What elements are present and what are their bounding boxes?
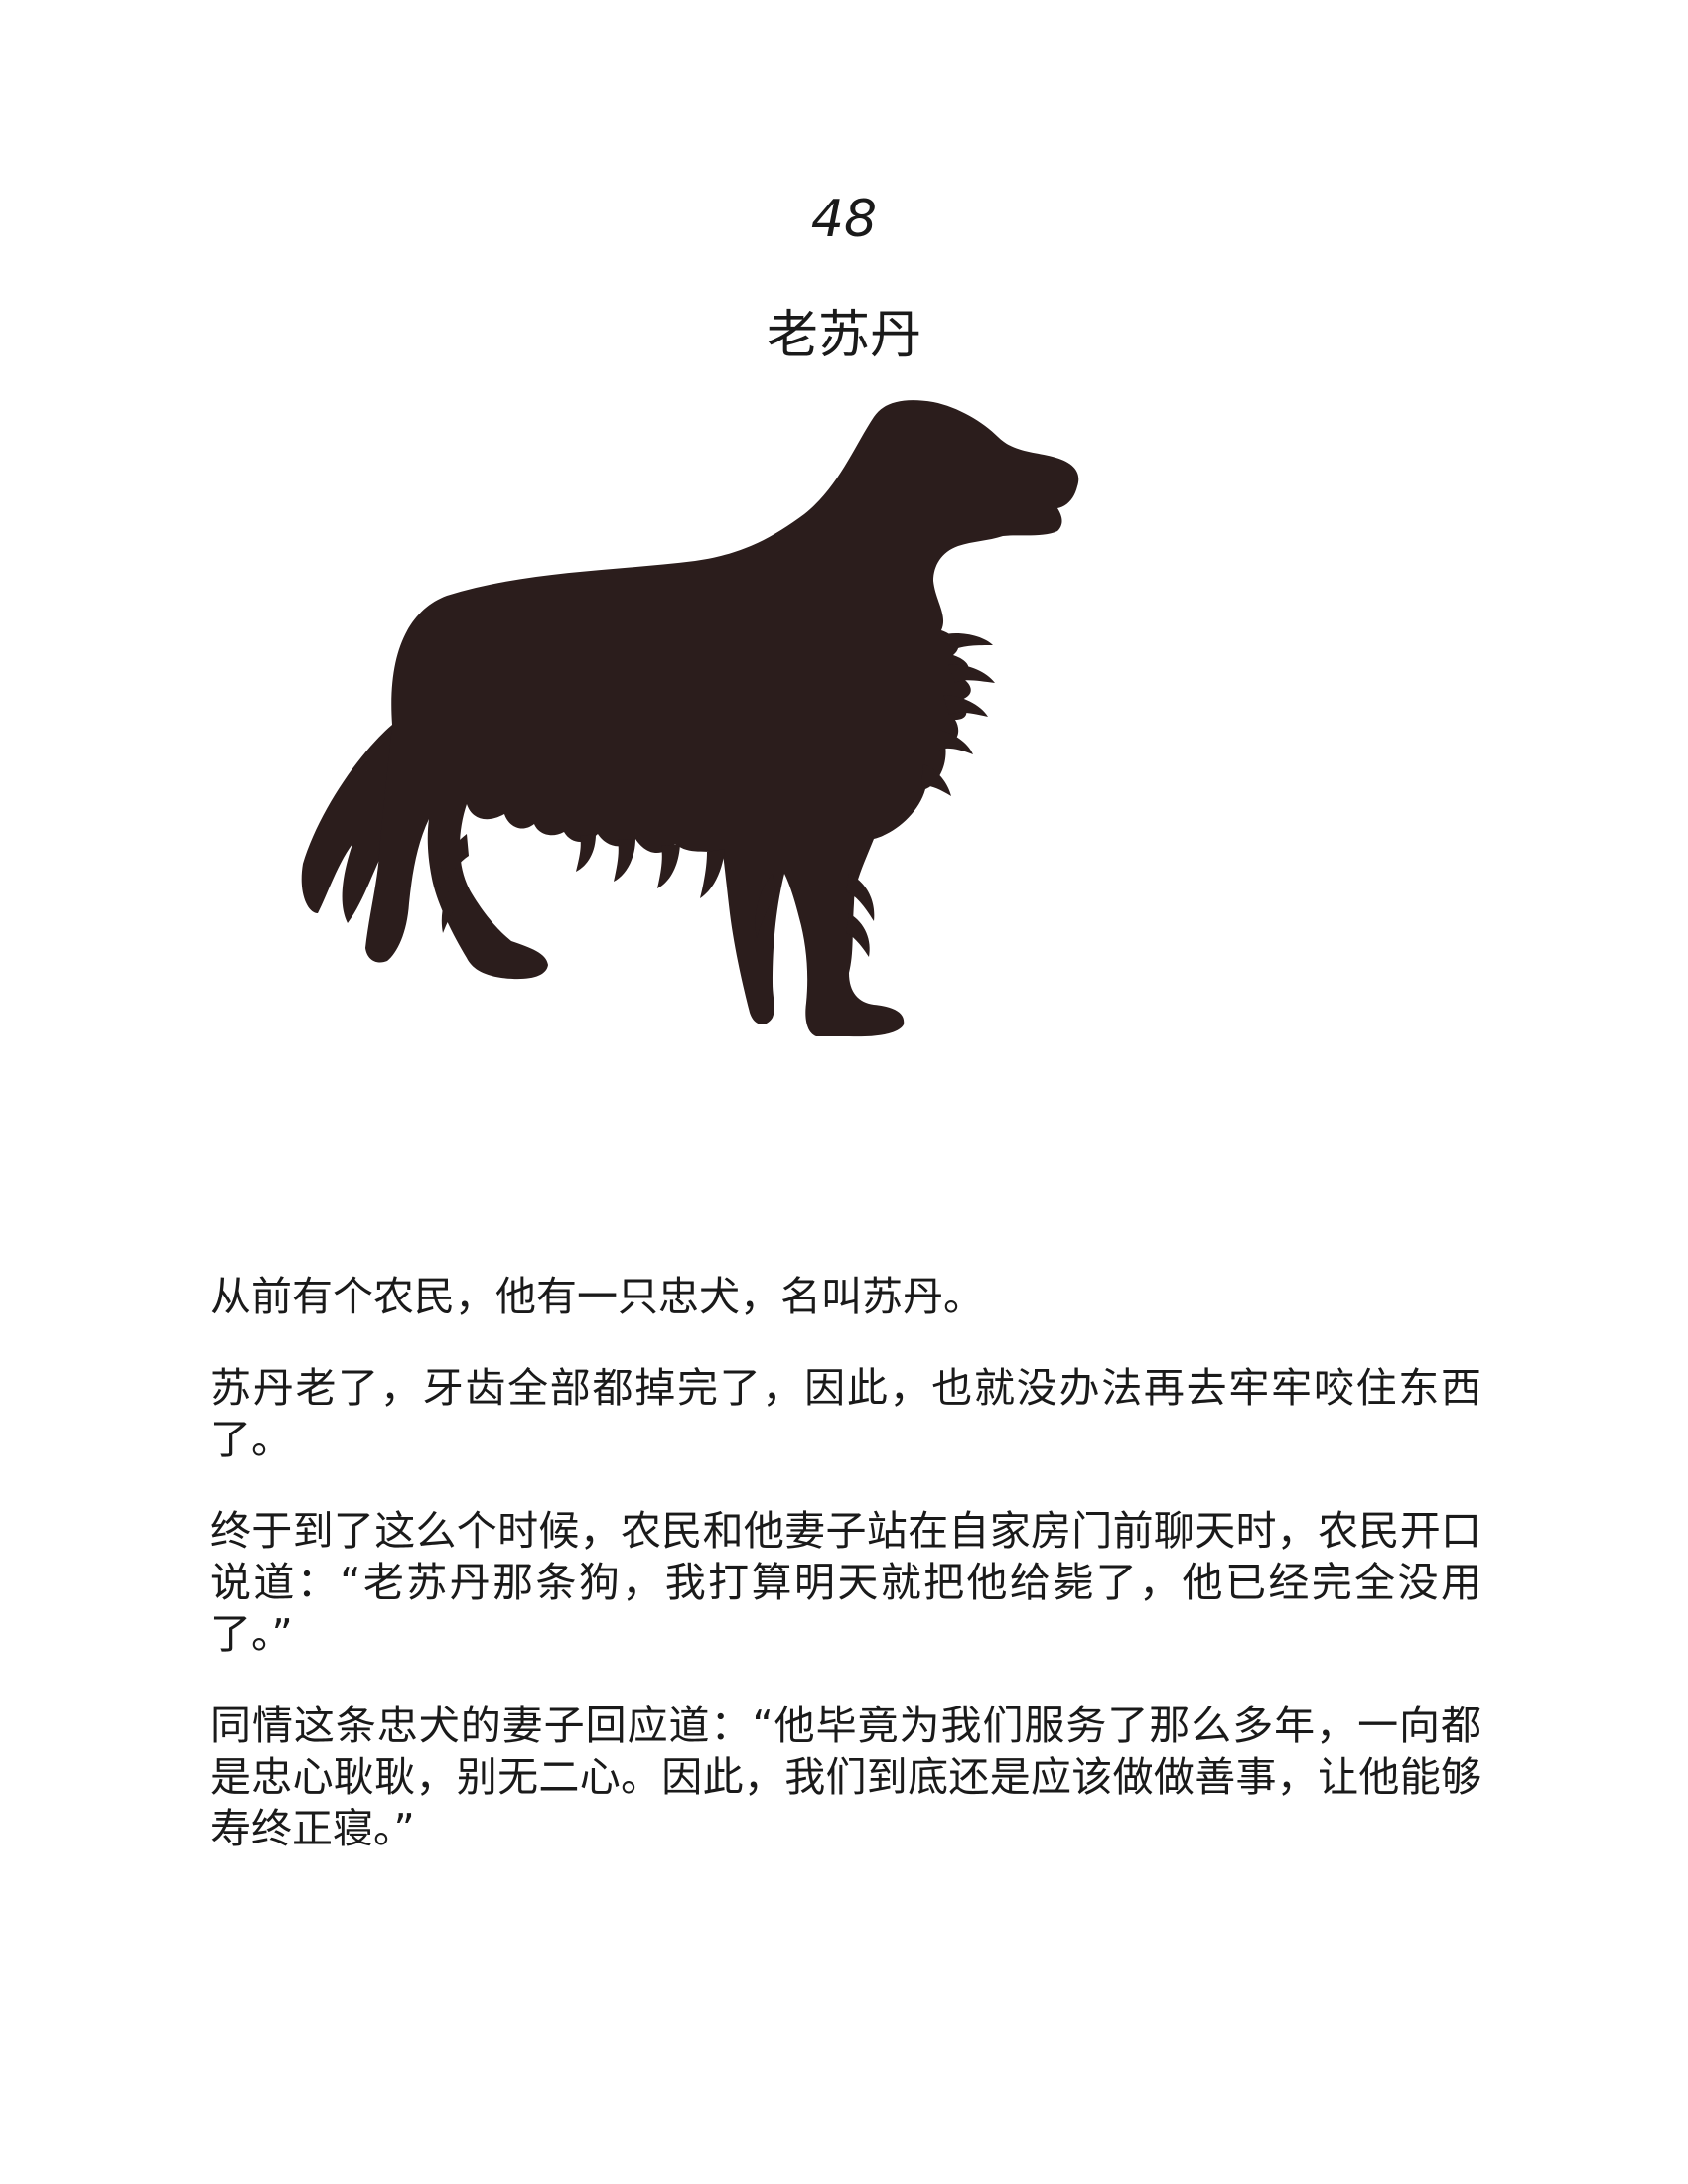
story-paragraph: 同情这条忠犬的妻子回应道：“他毕竟为我们服务了那么多年，一向都是忠心耿耿，别无二… [211,1702,1481,1852]
dog-silhouette-icon [301,400,1079,1037]
story-paragraph: 苏丹老了，牙齿全部都掉完了，因此，也就没办法再去牢牢咬住东西了。 [211,1364,1481,1463]
story-body: 从前有个农民，他有一只忠犬，名叫苏丹。 苏丹老了，牙齿全部都掉完了，因此，也就没… [211,1271,1481,1894]
story-paragraph: 终于到了这么个时候，农民和他妻子站在自家房门前聊天时，农民开口说道：“老苏丹那条… [211,1507,1481,1658]
dog-illustration [298,397,1370,1241]
story-title: 老苏丹 [766,306,921,365]
story-paragraph: 从前有个农民，他有一只忠犬，名叫苏丹。 [211,1273,984,1320]
page-number: 48 [810,190,878,249]
